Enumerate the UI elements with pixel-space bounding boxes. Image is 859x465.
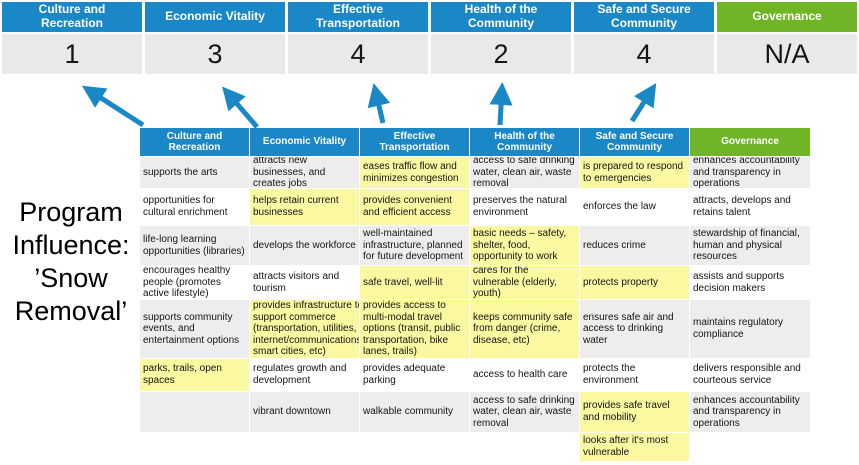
matrix-cell-r4-c3: safe travel, well-lit [360,266,469,299]
influence-matrix: Culture and Recreation Economic Vitality E… [140,128,810,461]
matrix-cell-r5-c3: provides access to multi-modal travel op… [360,300,469,358]
matrix-header-governance: Governance [690,128,810,156]
mapping-arrow-3 [367,83,391,124]
matrix-cell-r1-c4: access to safe drinking water, clean air… [470,157,579,188]
scoreboard-header-health-of-the-community: Health of the Community [431,2,571,32]
matrix-header-economic-vitality: Economic Vitality [250,128,359,156]
matrix-cell-r4-c4: cares for the vulnerable (elderly, youth… [470,266,579,299]
matrix-cell-r6-c6: delivers responsible and courteous servi… [690,359,810,391]
matrix-cell-r4-c1: encourages healthy people (promotes acti… [140,266,249,299]
matrix-cell-r2-c5: enforces the law [580,189,689,225]
matrix-cell-r7-c4: access to safe drinking water, clean air… [470,392,579,432]
matrix-cell-r5-c5: ensures safe air and access to drinking … [580,300,689,358]
program-influence-label: Program Influence: ’Snow Removal’ [0,196,142,328]
program-label-line: Program [19,197,123,227]
scoreboard-header-effective-transportation: Effective Transportation [288,2,428,32]
matrix-header-effective-transportation: Effective Transportation [360,128,469,156]
matrix-cell-r4-c2: attracts visitors and tourism [250,266,359,299]
scoreboard-score-health-of-the-community: 2 [431,34,571,74]
matrix-cell-r7-c5: provides safe travel and mobility [580,392,689,432]
scoreboard-header-governance: Governance [717,2,857,32]
matrix-cell-r3-c6: stewardship of financial, human and phys… [690,226,810,265]
mapping-arrow-5 [629,82,657,123]
matrix-cell-r2-c6: attracts, develops and retains talent [690,189,810,225]
program-label-line: ’Snow [34,263,108,293]
matrix-header-culture-and-recreation: Culture and Recreation [140,128,249,156]
matrix-header-safe-and-secure-community: Safe and Secure Community [580,128,689,156]
matrix-cell-r5-c2: provides infrastructure to support comme… [250,300,359,358]
matrix-cell-r2-c2: helps retain current businesses [250,189,359,225]
matrix-cell-r5-c6: maintains regulatory compliance [690,300,810,358]
mapping-arrow-2 [222,86,259,129]
matrix-cell-r7-c1 [140,392,249,432]
matrix-cell-r7-c6: enhances accountability and transparency… [690,392,810,432]
scoreboard-header-safe-and-secure-community: Safe and Secure Community [574,2,714,32]
scoreboard-score-economic-vitality: 3 [145,34,285,74]
mapping-arrow-1 [81,85,145,128]
scoreboard-score-effective-transportation: 4 [288,34,428,74]
matrix-cell-r8-c5: looks after it's most vulnerable [580,433,689,461]
matrix-cell-r1-c5: is prepared to respond to emergencies [580,157,689,188]
scoreboard-score-row: 1 3 4 2 4 N/A [2,34,857,74]
arrow-group [81,82,657,129]
scoreboard-header-culture-and-recreation: Culture and Recreation [2,2,142,32]
matrix-cell-r6-c5: protects the environment [580,359,689,391]
matrix-cell-r1-c6: enhances accountability and transparency… [690,157,810,188]
scoreboard-header-economic-vitality: Economic Vitality [145,2,285,32]
program-label-line: Removal’ [14,296,128,326]
matrix-cell-r4-c6: assists and supports decision makers [690,266,810,299]
matrix-cell-r2-c3: provides convenient and efficient access [360,189,469,225]
matrix-cell-r8-c3 [360,433,469,461]
matrix-cell-r3-c5: reduces crime [580,226,689,265]
matrix-cell-r8-c1 [140,433,249,461]
matrix-cell-r3-c1: life-long learning opportunities (librar… [140,226,249,265]
matrix-cell-r7-c3: walkable community [360,392,469,432]
matrix-cell-r2-c1: opportunities for cultural enrichment [140,189,249,225]
matrix-cell-r2-c4: preserves the natural environment [470,189,579,225]
matrix-cell-r1-c1: supports the arts [140,157,249,188]
matrix-cell-r8-c6 [690,433,810,461]
matrix-cell-r5-c1: supports community events, and entertain… [140,300,249,358]
matrix-cell-r6-c2: regulates growth and development [250,359,359,391]
matrix-cell-r5-c4: keeps community safe from danger (crime,… [470,300,579,358]
matrix-cell-r6-c1: parks, trails, open spaces [140,359,249,391]
program-label-line: Influence: [12,230,130,260]
scoreboard-score-safe-and-secure-community: 4 [574,34,714,74]
matrix-cell-r3-c2: develops the workforce [250,226,359,265]
matrix-cell-r1-c3: eases traffic flow and minimizes congest… [360,157,469,188]
matrix-cell-r4-c5: protects property [580,266,689,299]
mapping-arrow-4 [489,82,513,126]
matrix-cell-r8-c4 [470,433,579,461]
matrix-cell-r8-c2 [250,433,359,461]
matrix-cell-r3-c3: well-maintained infrastructure, planned … [360,226,469,265]
matrix-cell-r3-c4: basic needs – safety, shelter, food, opp… [470,226,579,265]
matrix-cell-r6-c4: access to health care [470,359,579,391]
matrix-header-health-of-the-community: Health of the Community [470,128,579,156]
scoreboard-score-governance: N/A [717,34,857,74]
matrix-cell-r1-c2: attracts new businesses, and creates job… [250,157,359,188]
matrix-cell-r7-c2: vibrant downtown [250,392,359,432]
scoreboard-header-row: Culture and Recreation Economic Vitality E… [2,2,857,32]
scoreboard-score-culture-and-recreation: 1 [2,34,142,74]
matrix-cell-r6-c3: provides adequate parking [360,359,469,391]
